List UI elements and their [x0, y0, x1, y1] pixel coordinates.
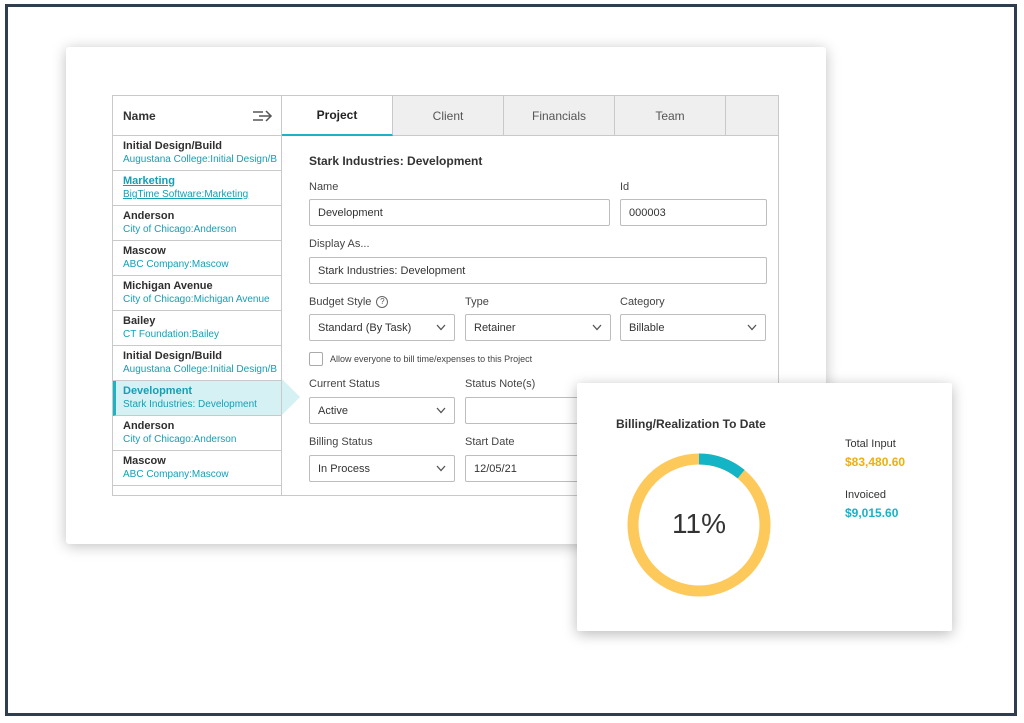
category-select[interactable]: Billable: [620, 314, 766, 341]
list-item-title: Initial Design/Build: [123, 350, 223, 362]
current-status-label: Current Status: [309, 378, 380, 390]
list-item-subtitle: Augustana College:Initial Design/B: [123, 364, 277, 375]
billing-status-select[interactable]: In Process: [309, 455, 455, 482]
list-item-title: Anderson: [123, 210, 175, 222]
list-item-subtitle[interactable]: BigTime Software:Marketing: [123, 189, 249, 200]
total-input-value: $83,480.60: [845, 455, 906, 469]
allow-everyone-checkbox[interactable]: [309, 352, 323, 366]
list-item-title: Mascow: [123, 455, 166, 467]
budget-style-value: Standard (By Task): [318, 321, 412, 334]
tab-project[interactable]: Project: [282, 96, 393, 136]
type-label: Type: [465, 296, 489, 308]
chevron-down-icon: [436, 324, 446, 331]
chevron-down-icon: [436, 407, 446, 414]
tab-financials[interactable]: Financials: [504, 96, 615, 136]
budget-style-label-wrap: Budget Style?: [309, 296, 389, 309]
display-as-label: Display As...: [309, 238, 370, 250]
category-label: Category: [620, 296, 665, 308]
list-item-subtitle: CT Foundation:Bailey: [123, 329, 219, 340]
list-item-subtitle: Augustana College:Initial Design/B: [123, 154, 277, 165]
list-item-subtitle: City of Chicago:Michigan Avenue: [123, 294, 270, 305]
form-title: Stark Industries: Development: [309, 154, 483, 168]
id-field[interactable]: 000003: [620, 199, 767, 226]
list-item[interactable]: Bailey CT Foundation:Bailey: [113, 311, 281, 346]
list-item-title[interactable]: Marketing: [123, 175, 175, 187]
list-item[interactable]: Anderson City of Chicago:Anderson: [113, 416, 281, 451]
list-header-title: Name: [123, 108, 156, 123]
project-list: Name Initial Design/Build Augustana Coll…: [113, 96, 282, 495]
list-item[interactable]: Marketing BigTime Software:Marketing: [113, 171, 281, 206]
display-as-field[interactable]: Stark Industries: Development: [309, 257, 767, 284]
current-status-value: Active: [318, 404, 348, 417]
donut-progress-arc: [627, 453, 771, 597]
current-status-select[interactable]: Active: [309, 397, 455, 424]
list-item-subtitle: ABC Company:Mascow: [123, 259, 229, 270]
realization-donut-chart: [627, 453, 771, 597]
list-item[interactable]: Anderson City of Chicago:Anderson: [113, 206, 281, 241]
total-input-label: Total Input: [845, 438, 896, 450]
start-date-label: Start Date: [465, 436, 515, 448]
name-label: Name: [309, 181, 339, 193]
billing-status-label: Billing Status: [309, 436, 373, 448]
tab-team[interactable]: Team: [615, 96, 726, 136]
type-select[interactable]: Retainer: [465, 314, 611, 341]
collapse-arrow-icon[interactable]: [251, 108, 273, 124]
chevron-down-icon: [592, 324, 602, 331]
budget-style-select[interactable]: Standard (By Task): [309, 314, 455, 341]
list-item[interactable]: Initial Design/Build Augustana College:I…: [113, 346, 281, 381]
status-note-label: Status Note(s): [465, 378, 536, 390]
tab-client[interactable]: Client: [393, 96, 504, 136]
list-item-title: Mascow: [123, 245, 166, 257]
selection-pointer: [282, 379, 300, 415]
list-header: Name: [113, 96, 281, 136]
list-item-title: Bailey: [123, 315, 156, 327]
realization-percent: 11%: [672, 508, 726, 539]
list-item[interactable]: Mascow ABC Company:Mascow: [113, 451, 281, 486]
category-value: Billable: [629, 321, 665, 334]
list-item-subtitle: City of Chicago:Anderson: [123, 434, 237, 445]
type-value: Retainer: [474, 321, 516, 334]
chevron-down-icon: [747, 324, 757, 331]
invoiced-value: $9,015.60: [845, 506, 899, 520]
list-item[interactable]: Initial Design/Build Augustana College:I…: [113, 136, 281, 171]
help-icon[interactable]: ?: [376, 296, 389, 309]
list-item-subtitle: ABC Company:Mascow: [123, 469, 229, 480]
budget-style-label: Budget Style: [309, 296, 372, 308]
list-item-title: Anderson: [123, 420, 175, 432]
list-item[interactable]: Mascow ABC Company:Mascow: [113, 241, 281, 276]
billing-card-title: Billing/Realization To Date: [616, 417, 766, 431]
allow-everyone-label: Allow everyone to bill time/expenses to …: [330, 354, 533, 364]
list-item-title: Development: [123, 385, 193, 397]
billing-status-value: In Process: [318, 462, 370, 475]
list-item[interactable]: Michigan Avenue City of Chicago:Michigan…: [113, 276, 281, 311]
id-label: Id: [620, 181, 630, 193]
list-item-title: Michigan Avenue: [123, 280, 213, 292]
list-item-subtitle: Stark Industries: Development: [123, 399, 257, 410]
tab-spacer: [726, 96, 778, 136]
list-item-title: Initial Design/Build: [123, 140, 223, 152]
chevron-down-icon: [436, 465, 446, 472]
billing-realization-card: Billing/Realization To Date 11% Total In…: [577, 383, 952, 631]
list-item-selected[interactable]: Development Stark Industries: Developmen…: [113, 381, 281, 416]
invoiced-label: Invoiced: [845, 489, 886, 501]
tab-bar: Project Client Financials Team: [282, 96, 778, 136]
list-item-subtitle: City of Chicago:Anderson: [123, 224, 237, 235]
name-field[interactable]: Development: [309, 199, 610, 226]
